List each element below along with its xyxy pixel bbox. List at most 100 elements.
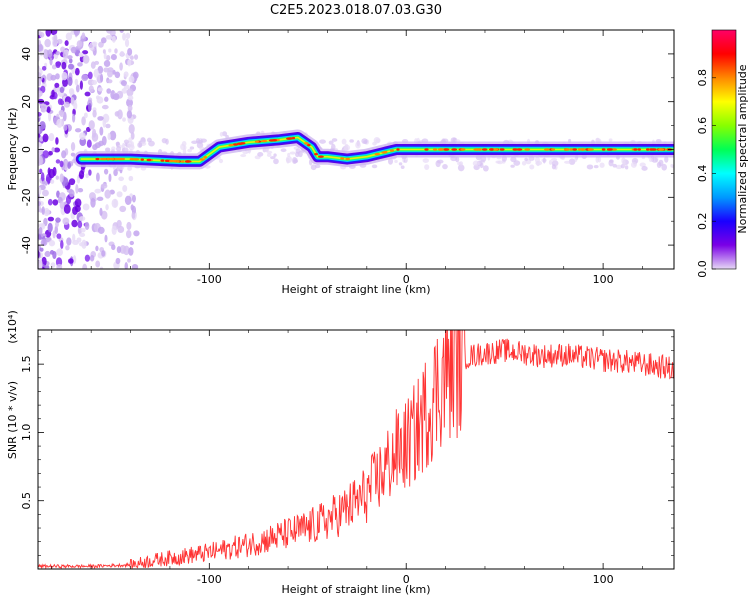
spectrogram-noise-speckle	[115, 257, 121, 265]
track-peak	[340, 157, 345, 160]
track-peak	[587, 148, 592, 151]
spectrogram-noise-speckle	[47, 216, 55, 222]
spectrogram-noise-speckle	[91, 80, 98, 85]
spectrogram-halo-speckle	[597, 156, 602, 163]
spectrogram-halo-speckle	[266, 150, 273, 154]
spectrogram-noise-speckle	[128, 75, 135, 83]
spectrogram-halo-speckle	[424, 164, 430, 170]
spectrogram-noise-speckle	[103, 52, 107, 60]
spectrogram-noise-speckle	[59, 160, 64, 168]
snr-series-line	[38, 330, 674, 569]
spectrogram-noise-speckle	[126, 98, 133, 108]
spectrogram-noise-speckle	[101, 104, 109, 110]
spectrogram-noise-speckle	[65, 245, 70, 251]
spectrogram-noise-speckle	[133, 54, 139, 60]
spectrogram-noise-speckle	[119, 50, 125, 57]
spectrogram-noise-speckle	[128, 123, 135, 134]
spectrogram-noise-speckle	[126, 110, 133, 119]
spectrogram-halo-speckle	[400, 165, 405, 169]
spectrogram-noise-speckle	[106, 88, 112, 94]
spectrogram-noise-speckle	[51, 147, 55, 153]
spectrogram-noise-speckle	[88, 169, 92, 176]
track-peak	[317, 155, 324, 158]
spectrogram-y-tick-label: -40	[20, 236, 33, 254]
spectrogram-halo-speckle	[310, 164, 317, 171]
spectrogram-noise-speckle	[118, 176, 124, 182]
spectrogram-noise-speckle	[47, 49, 53, 58]
spectrogram-noise-speckle	[119, 30, 124, 33]
spectrogram-noise-speckle	[81, 116, 86, 126]
snr-x-tick-label: 100	[593, 573, 614, 586]
track-peak	[580, 148, 586, 151]
spectrogram-noise-speckle	[78, 216, 86, 222]
spectrogram-noise-speckle	[39, 50, 44, 57]
track-peak	[437, 148, 444, 151]
spectrogram-noise-speckle	[127, 59, 132, 67]
spectrogram-noise-speckle	[82, 54, 90, 64]
spectrogram-noise-speckle	[56, 118, 63, 128]
spectrogram-halo-speckle	[240, 154, 247, 158]
spectrogram-halo-speckle	[641, 166, 648, 171]
spectrogram-halo-speckle	[649, 158, 653, 162]
track-peak	[383, 150, 388, 154]
snr-plot-area	[38, 330, 674, 569]
spectrogram-noise-speckle	[55, 51, 60, 56]
spectrogram-halo-speckle	[182, 148, 187, 155]
spectrogram-halo-speckle	[394, 159, 398, 164]
track-peak	[109, 157, 115, 161]
spectrogram-noise-speckle	[38, 72, 42, 79]
spectrogram-noise-speckle	[90, 61, 96, 69]
snr-frame	[37, 329, 675, 570]
spectrogram-signal-track	[73, 129, 674, 170]
track-peak	[232, 143, 239, 146]
spectrogram-y-tick-label: 20	[20, 95, 33, 109]
spectrogram-noise-speckle	[70, 46, 77, 54]
figure-title: C2E5.2023.018.07.03.G30	[270, 3, 442, 18]
spectrogram-noise-speckle	[127, 104, 133, 112]
spectrogram-noise-speckle	[67, 162, 72, 169]
colorbar-tick-label: 0.6	[696, 117, 709, 135]
spectrogram-noise-speckle	[105, 34, 113, 40]
spectrogram-noise-speckle	[105, 204, 109, 211]
spectrogram-noise-speckle	[123, 84, 130, 90]
spectrogram-noise-speckle	[103, 168, 109, 175]
spectrogram-noise-speckle	[75, 184, 79, 194]
spectrogram-noise-speckle	[127, 258, 131, 263]
spectrogram-noise-speckle	[39, 121, 46, 130]
spectrogram-noise-speckle	[114, 48, 118, 54]
spectrogram-noise-speckle	[79, 232, 86, 237]
spectrogram-noise-speckle	[99, 266, 104, 269]
spectrogram-noise-speckle	[122, 184, 128, 193]
spectrogram-noise-speckle	[74, 67, 80, 76]
colorbar-frame	[711, 29, 737, 270]
spectrogram-halo-speckle	[197, 140, 204, 144]
snr-y-tick-label: 1.5	[20, 355, 33, 373]
track-peak	[160, 159, 165, 162]
spectrogram-noise-speckle	[70, 142, 76, 152]
track-peak	[572, 148, 577, 151]
spectrogram-noise-speckle	[43, 207, 50, 217]
spectrogram-noise-speckle	[55, 175, 59, 180]
spectrogram-noise-speckle	[77, 188, 84, 193]
spectrogram-halo-speckle	[371, 164, 378, 169]
spectrogram-noise-speckle	[55, 137, 59, 145]
spectrogram-halo-speckle	[586, 164, 594, 170]
spectrogram-noise-speckle	[65, 195, 72, 205]
spectrogram-noise-speckle	[56, 248, 64, 256]
track-peak	[164, 159, 170, 163]
spectrogram-halo-speckle	[373, 137, 381, 144]
spectrogram-noise-speckle	[55, 221, 59, 228]
spectrogram-noise-speckle	[40, 238, 48, 246]
spectrogram-x-tick-label: 0	[403, 273, 410, 286]
spectrogram-noise-speckle	[129, 240, 135, 246]
track-peak	[389, 149, 394, 152]
spectrogram-halo-speckle	[459, 161, 464, 166]
spectrogram-noise-speckle	[59, 109, 65, 118]
spectrogram-noise-speckle	[38, 142, 43, 148]
spectrogram-noise-speckle	[59, 173, 64, 183]
spectrogram-halo-speckle	[615, 164, 623, 170]
spectrogram-noise-speckle	[48, 168, 55, 179]
spectrogram-halo-speckle	[497, 160, 504, 165]
track-peak	[114, 157, 120, 161]
spectrogram-halo-speckle	[639, 162, 646, 167]
